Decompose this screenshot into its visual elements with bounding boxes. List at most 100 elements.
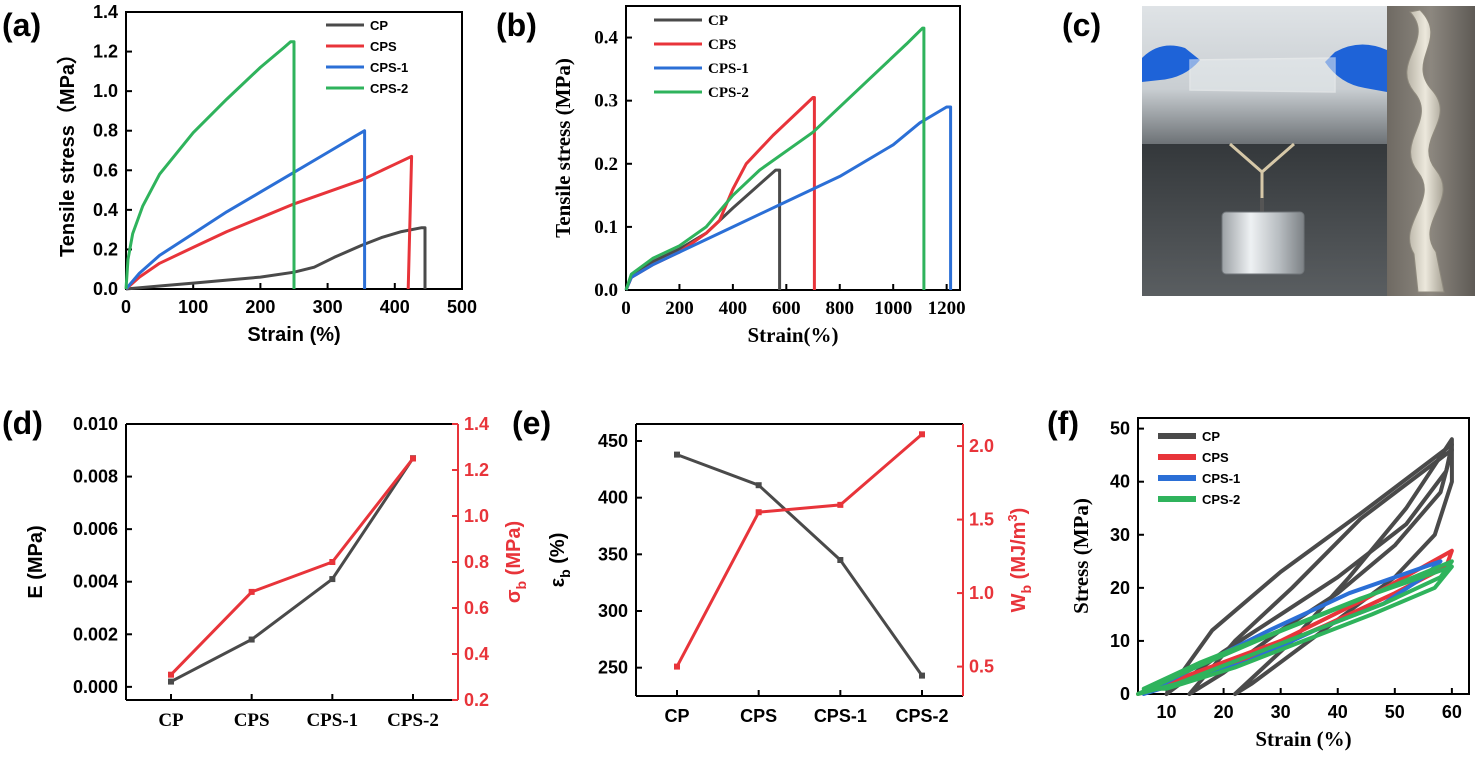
y-right-tick-label: 0.4 — [464, 644, 489, 664]
data-point-Wb — [674, 663, 680, 670]
series-line-Wb — [675, 433, 923, 668]
x-tick-label: 300 — [313, 297, 343, 317]
panel-label-e: (e) — [512, 405, 551, 441]
y-right-tick-label: 0.5 — [969, 657, 994, 677]
y-right-tick-label: 1.0 — [969, 583, 994, 603]
y-tick-label: 0.4 — [594, 28, 618, 49]
series-line-CPS-2 — [624, 26, 926, 291]
legend-label-CPS-1: CPS-1 — [370, 60, 408, 75]
y-axis-title: Tensile stress（MPa） — [56, 44, 79, 257]
y-right-tick-label: 1.4 — [464, 414, 489, 434]
data-point-εb — [919, 672, 925, 679]
plot-frame — [625, 5, 961, 291]
y-right-tick-label: 1.5 — [969, 510, 994, 530]
y-tick-label: 1.4 — [93, 2, 118, 22]
y-right-tick-label: 1.0 — [464, 506, 489, 526]
category-label: CP — [158, 710, 184, 731]
y-right-axis-title-unit: (MJ/m — [1008, 522, 1030, 585]
y-tick-label: 0 — [1120, 684, 1130, 704]
legend-label-CP: CP — [370, 18, 388, 33]
y-left-tick-label: 450 — [598, 431, 628, 451]
y-left-axis-title-unit: (%) — [547, 533, 569, 570]
y-tick-label: 0.0 — [594, 280, 618, 301]
panel-label-b: (b) — [496, 7, 537, 43]
panel-label-f: (f) — [1047, 405, 1079, 441]
data-point-E — [248, 636, 255, 643]
data-point-σb — [410, 455, 416, 462]
data-point-E — [168, 678, 174, 685]
chart-d-modulus-strength: CP CPS CPS-1 CPS-2 0.000 0.002 0.004 0.006 0.008… — [25, 414, 529, 731]
series-line-CPS-1 — [124, 129, 367, 290]
series-line-CP — [125, 226, 427, 291]
metal-weight — [1221, 211, 1305, 275]
data-point-Wb — [837, 501, 844, 508]
x-tick-label: 100 — [178, 297, 208, 317]
x-axis-title: Strain(%) — [748, 323, 839, 347]
glove-left-icon — [1142, 45, 1200, 82]
x-tick-label: 1200 — [928, 298, 966, 319]
series-line-σb — [169, 457, 415, 676]
y-left-tick-label: 0.008 — [73, 467, 118, 487]
data-point-Wb — [755, 509, 762, 516]
x-tick-label: 400 — [719, 298, 748, 319]
y-tick-label: 0.4 — [93, 200, 118, 220]
y-tick-label: 40 — [1110, 472, 1130, 492]
x-axis-title: Strain (%) — [247, 324, 340, 346]
category-label: CPS-1 — [306, 710, 358, 731]
y-left-axis-title: εb (%) — [547, 533, 573, 588]
category-label: CPS-2 — [387, 710, 439, 731]
y-right-axis-title-close: ) — [1008, 508, 1030, 515]
y-right-tick-label: 2.0 — [969, 436, 994, 456]
y-left-axis-title-sub: b — [557, 569, 573, 578]
y-right-axis-title: Wb (MJ/m3) — [1005, 508, 1034, 613]
legend-label-CP: CP — [708, 13, 728, 29]
y-right-tick-label: 0.8 — [464, 552, 489, 572]
y-right-tick-label: 0.2 — [464, 690, 489, 710]
y-right-axis-title-sup: 3 — [1005, 514, 1020, 521]
legend-label-CPS-2: CPS-2 — [708, 85, 749, 101]
legend-label-CPS: CPS — [1202, 450, 1229, 465]
y-tick-label: 1.0 — [93, 81, 118, 101]
panel-label-c: (c) — [1062, 7, 1101, 43]
x-tick-label: 0 — [621, 298, 631, 319]
x-axis-title: Strain (%) — [1255, 727, 1351, 751]
category-label: CPS — [740, 706, 777, 726]
legend-label-CPS-1: CPS-1 — [708, 61, 749, 77]
panel-label-a: (a) — [2, 7, 41, 43]
category-label: CPS-1 — [814, 706, 867, 726]
y-tick-label: 0.2 — [594, 154, 618, 175]
category-label: CPS-2 — [895, 706, 948, 726]
y-right-tick-label: 0.6 — [464, 598, 489, 618]
data-point-σb — [248, 588, 255, 595]
y-left-tick-label: 0.006 — [73, 519, 118, 539]
data-point-σb — [168, 671, 174, 678]
panel-label-d: (d) — [2, 405, 43, 441]
glove-right-icon — [1325, 44, 1387, 92]
chart-b-tensile-stress: 0 200 400 600 800 1000 1200 0.0 0.1 0.2 0.3 0.4 Stra… — [551, 5, 966, 347]
x-tick-label: 1000 — [874, 298, 912, 319]
y-left-tick-label: 400 — [598, 488, 628, 508]
y-tick-label: 0.0 — [93, 279, 118, 299]
y-tick-label: 10 — [1110, 631, 1130, 651]
chart-e-elongation-work: CP CPS CPS-1 CPS-2 250 300 350 400 450 0.5 1.0 1.5 2… — [547, 423, 1034, 726]
y-left-tick-label: 300 — [598, 601, 628, 621]
y-right-axis-title-main: σ — [503, 589, 525, 603]
y-tick-label: 0.1 — [594, 217, 618, 238]
y-left-axis-title-main: ε — [547, 577, 569, 587]
x-tick-label: 400 — [380, 297, 410, 317]
y-tick-label: 0.6 — [93, 160, 118, 180]
x-tick-label: 800 — [826, 298, 855, 319]
y-tick-label: 30 — [1110, 525, 1130, 545]
x-tick-label: 60 — [1442, 702, 1462, 722]
x-tick-label: 50 — [1385, 702, 1405, 722]
y-tick-label: 0.3 — [594, 91, 618, 112]
y-right-tick-label: 1.2 — [464, 460, 489, 480]
x-tick-label: 500 — [447, 297, 477, 317]
plot-frame — [1137, 417, 1470, 695]
x-tick-label: 600 — [772, 298, 801, 319]
category-label: CP — [664, 706, 689, 726]
legend-label-CPS-2: CPS-2 — [1202, 492, 1240, 507]
x-tick-label: 30 — [1271, 702, 1291, 722]
y-tick-label: 50 — [1110, 419, 1130, 439]
y-tick-label: 0.2 — [93, 239, 118, 259]
